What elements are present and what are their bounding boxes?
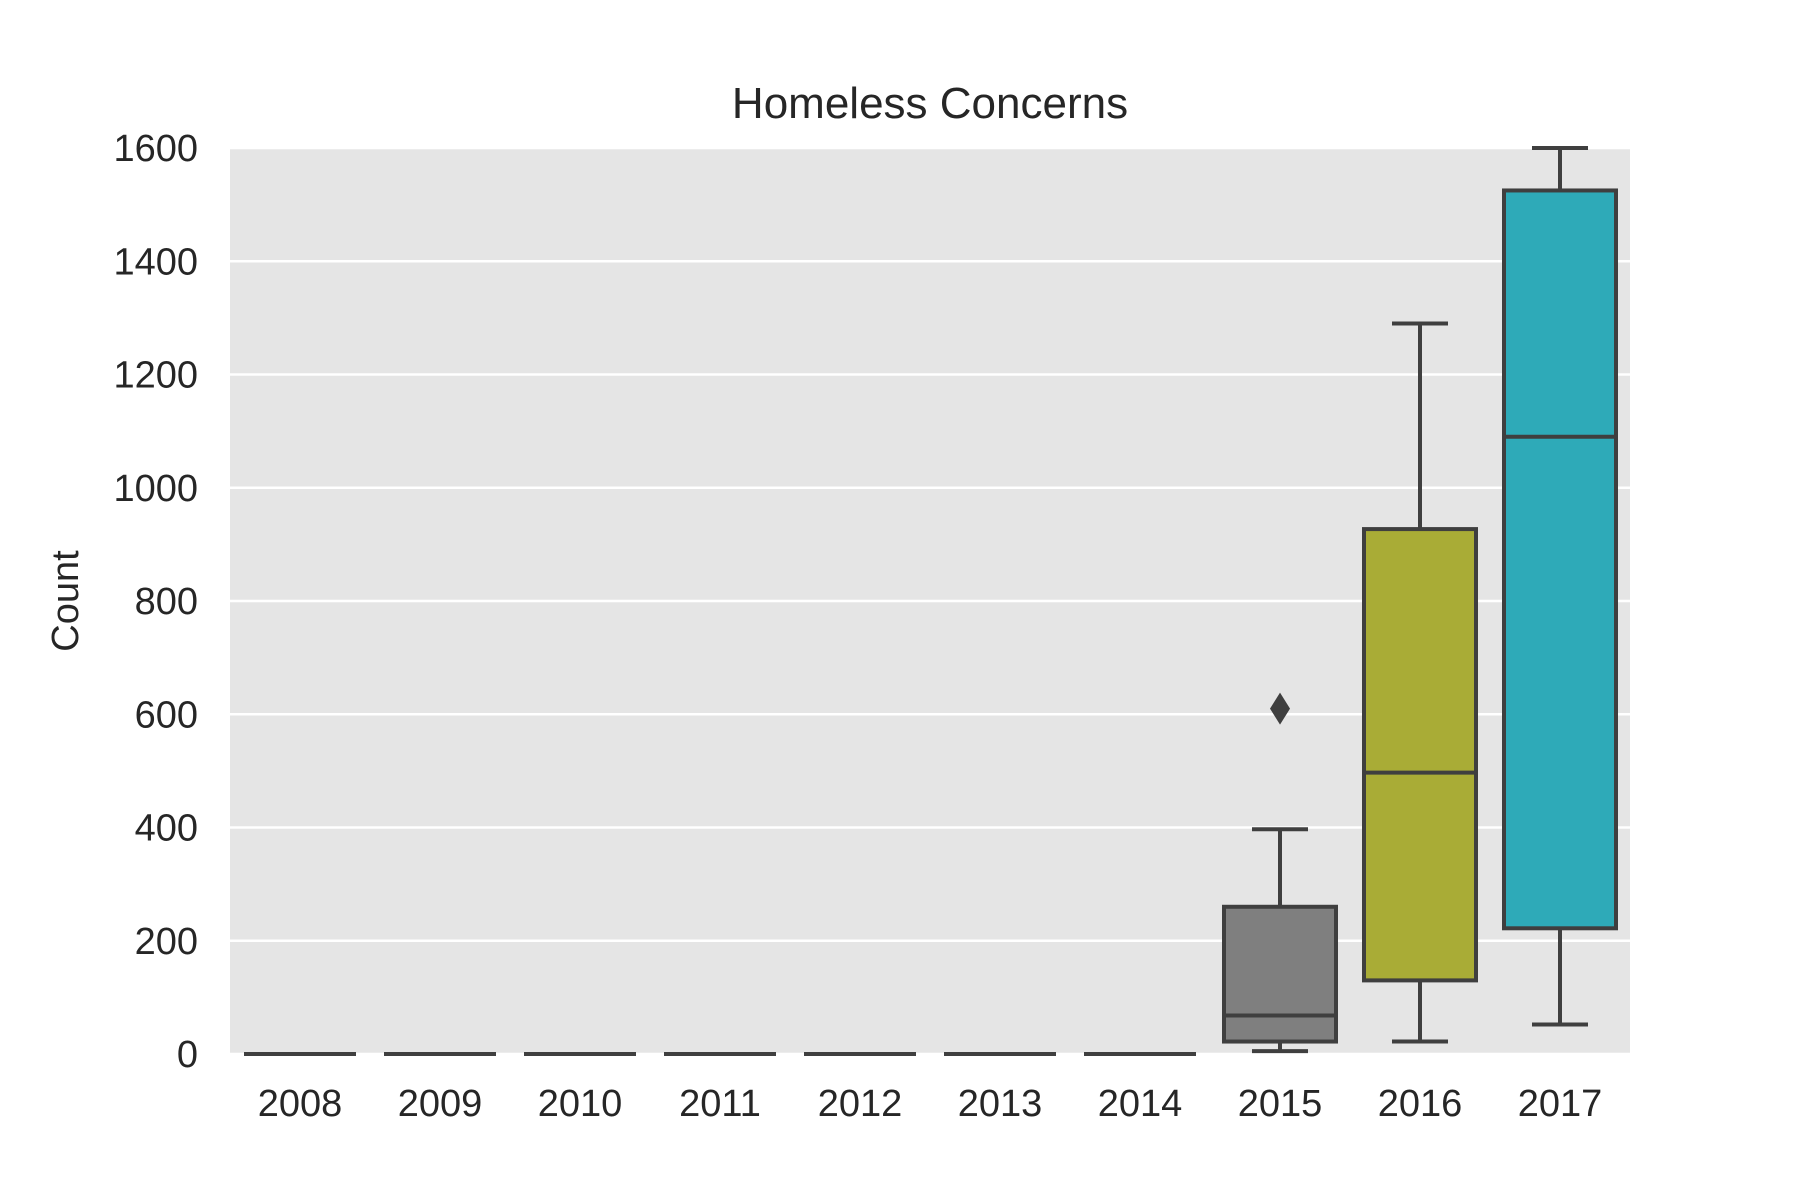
- y-tick-label: 1400: [113, 241, 198, 283]
- x-tick-label: 2008: [258, 1083, 343, 1125]
- box-iqr: [1362, 527, 1478, 983]
- x-tick-label: 2012: [818, 1083, 903, 1125]
- x-tick-label: 2015: [1238, 1083, 1323, 1125]
- boxes: [244, 146, 1618, 1056]
- x-tick-label: 2011: [679, 1083, 761, 1125]
- x-tick-label: 2014: [1098, 1083, 1183, 1125]
- x-tick-label: 2009: [398, 1083, 483, 1125]
- y-tick-label: 600: [135, 694, 198, 736]
- y-tick-label: 800: [135, 581, 198, 623]
- y-tick-label: 200: [135, 921, 198, 963]
- outlier-point: [1270, 692, 1290, 725]
- box-iqr: [1502, 188, 1618, 931]
- y-axis-label: Count: [45, 550, 87, 652]
- y-tick-label: 0: [177, 1034, 198, 1076]
- x-tick-label: 2017: [1518, 1083, 1603, 1125]
- box-iqr: [1222, 904, 1338, 1044]
- x-tick-labels: 2008 2009 2010 2011 2012 2013 2014 2015 2016 2017: [258, 1083, 1603, 1125]
- y-tick-labels: 0 200 400 600 800 1000 1200 1400 1600: [113, 128, 198, 1076]
- y-tick-label: 1000: [113, 468, 198, 510]
- chart-title: Homeless Concerns: [732, 79, 1128, 128]
- box-2015: [1222, 692, 1338, 1054]
- box-2017: [1502, 146, 1618, 1027]
- x-tick-label: 2013: [958, 1083, 1043, 1125]
- x-tick-label: 2016: [1378, 1083, 1463, 1125]
- y-tick-label: 400: [135, 808, 198, 850]
- y-tick-label: 1200: [113, 355, 198, 397]
- box-2016: [1362, 321, 1478, 1044]
- y-tick-label: 1600: [113, 128, 198, 170]
- x-tick-label: 2010: [538, 1083, 623, 1125]
